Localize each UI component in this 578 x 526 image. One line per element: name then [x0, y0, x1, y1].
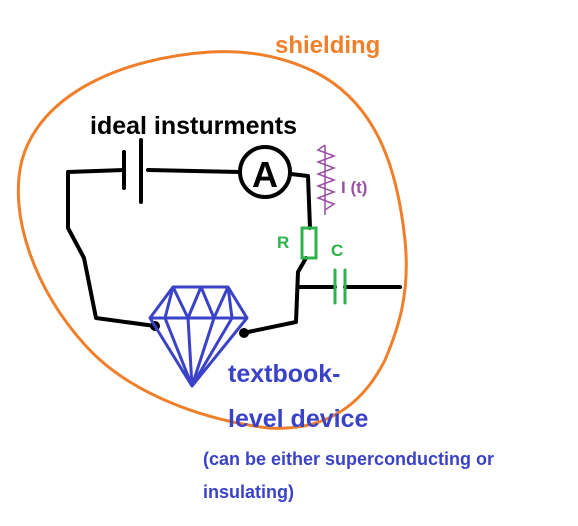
resistor-symbol: [300, 226, 318, 260]
shielding-boundary: [16, 50, 408, 430]
device-note-line1: (can be either superconducting or: [203, 449, 494, 469]
contact-right: [239, 328, 249, 338]
capacitor-label: C: [331, 241, 343, 260]
instruments-label: ideal insturments: [90, 112, 297, 140]
circuit-wires: [66, 168, 402, 334]
device-label-line1: textbook-: [228, 360, 341, 388]
ammeter-label: A: [252, 154, 278, 195]
device-note-line2: insulating): [203, 482, 294, 502]
zigzag-current-icon: [315, 144, 337, 215]
resistor-label: R: [277, 233, 289, 252]
diamond-icon: [148, 285, 249, 388]
battery-symbol: [122, 138, 143, 204]
shielding-label: shielding: [275, 32, 380, 59]
current-label: I (t): [341, 178, 367, 197]
ammeter-symbol: A: [238, 145, 292, 199]
device-label-line2: level device: [228, 405, 368, 433]
capacitor-symbol: [333, 268, 347, 305]
